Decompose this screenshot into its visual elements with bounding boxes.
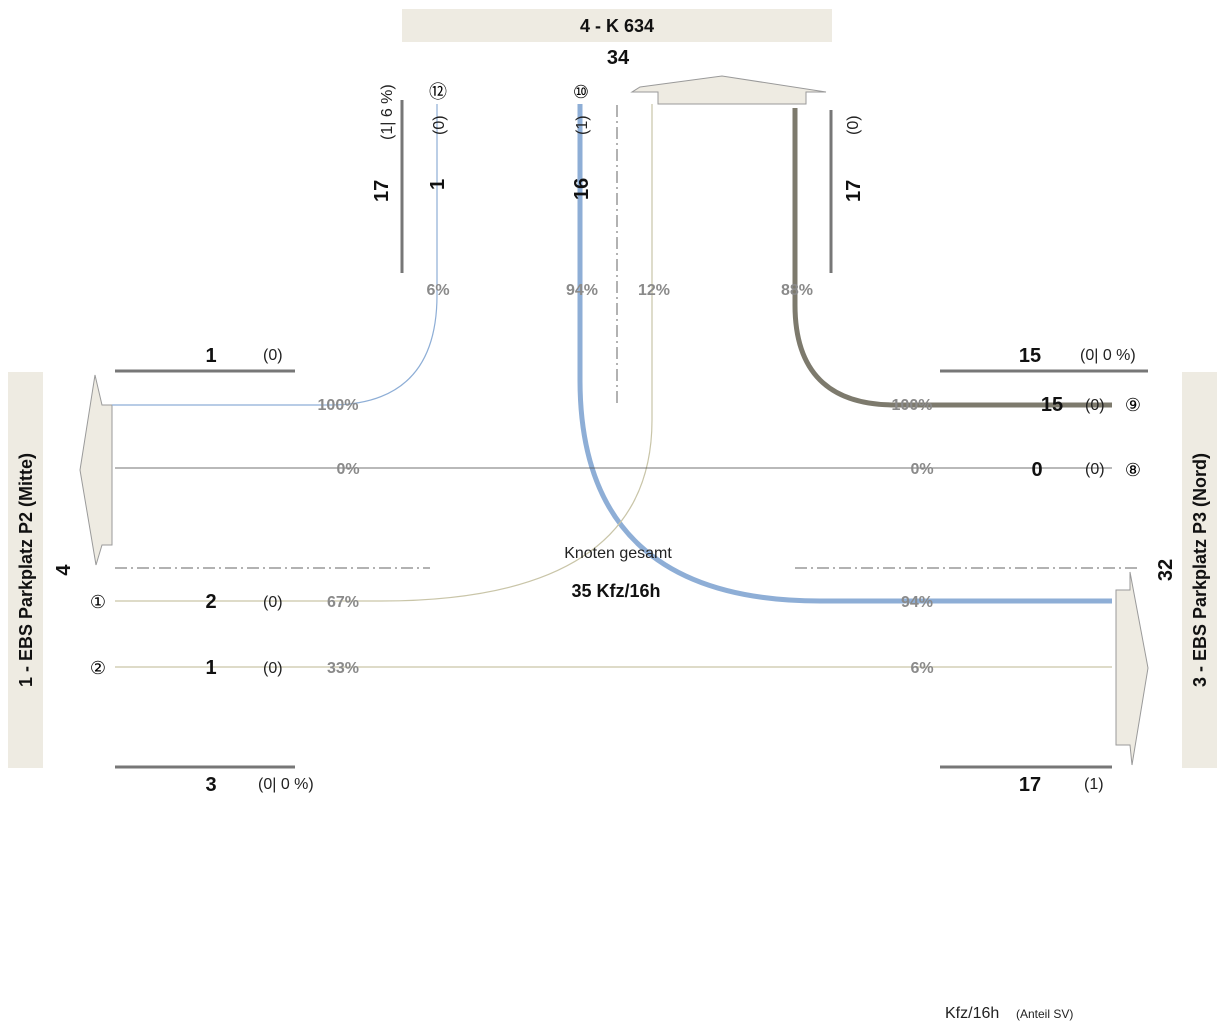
stream-2-number: ②	[90, 658, 106, 678]
center-label: Knoten gesamt	[564, 545, 672, 562]
pct-east-mid: 0%	[910, 461, 933, 478]
north-title-panel	[402, 9, 832, 42]
north-out-sv: (0)	[845, 115, 862, 135]
west-arrow	[79, 374, 113, 566]
stream-1-volume: 2	[205, 591, 216, 613]
east-top-volume: 15	[1019, 345, 1041, 367]
north-arrow	[630, 75, 827, 105]
west-bottom-volume: 3	[205, 774, 216, 796]
stream-1-sv: (0)	[263, 594, 283, 611]
east-title: 3 - EBS Parkplatz P3 (Nord)	[1190, 453, 1210, 687]
pct-west-top: 100%	[318, 397, 359, 414]
pct-north-mid: 94%	[566, 282, 598, 299]
west-bottom-sv: (0| 0 %)	[258, 776, 314, 793]
pct-north-left: 6%	[426, 282, 449, 299]
west-top-volume: 1	[205, 345, 216, 367]
west-title-panel	[8, 372, 43, 768]
east-total: 32	[1155, 559, 1177, 581]
west-top-sv: (0)	[263, 347, 283, 364]
stream-9-volume: 15	[1041, 394, 1063, 416]
pct-east-s1: 94%	[901, 594, 933, 611]
north-total: 34	[607, 47, 630, 69]
stream-10-volume: 16	[571, 178, 593, 200]
east-bottom-volume: 17	[1019, 774, 1041, 796]
stream-8-volume: 0	[1031, 459, 1042, 481]
stream-8-sv: (0)	[1085, 461, 1105, 478]
stream-10-sv: (1)	[574, 115, 591, 135]
west-total: 4	[53, 564, 75, 576]
pct-west-s1: 67%	[327, 594, 359, 611]
stream-1-number: ①	[90, 592, 106, 612]
north-in-sv: (1| 6 %)	[379, 84, 396, 140]
pct-north-right-a: 12%	[638, 282, 670, 299]
north-in-volume: 17	[371, 180, 393, 202]
pct-west-s2: 33%	[327, 660, 359, 677]
stream-9-number: ⑨	[1125, 395, 1141, 415]
flow-east-to-north	[792, 108, 1112, 408]
east-title-panel	[1182, 372, 1217, 768]
stream-10-number: ⑩	[573, 82, 589, 102]
stream-12-volume: 1	[427, 179, 449, 190]
flow-west-to-north	[115, 104, 653, 602]
east-arrow	[1115, 571, 1149, 766]
stream-2-volume: 1	[205, 657, 216, 679]
flow-north-to-west	[112, 104, 438, 406]
east-top-sv: (0| 0 %)	[1080, 347, 1136, 364]
legend-note: (Anteil SV)	[1016, 1007, 1073, 1021]
stream-2-sv: (0)	[263, 660, 283, 677]
pct-north-right-b: 88%	[781, 282, 813, 299]
east-bottom-sv: (1)	[1084, 776, 1104, 793]
west-title: 1 - EBS Parkplatz P2 (Mitte)	[16, 453, 36, 687]
stream-12-sv: (0)	[431, 115, 448, 135]
pct-west-mid: 0%	[336, 461, 359, 478]
center-total: 35 Kfz/16h	[571, 581, 660, 601]
legend-unit: Kfz/16h	[945, 1005, 999, 1022]
north-title: 4 - K 634	[580, 16, 654, 36]
stream-8-number: ⑧	[1125, 460, 1141, 480]
north-out-volume: 17	[843, 180, 865, 202]
stream-9-sv: (0)	[1085, 397, 1105, 414]
pct-east-s2: 6%	[910, 660, 933, 677]
pct-east-top: 100%	[892, 397, 933, 414]
flow-north-to-east	[577, 104, 1112, 604]
stream-12-number: ⑫	[429, 82, 447, 102]
